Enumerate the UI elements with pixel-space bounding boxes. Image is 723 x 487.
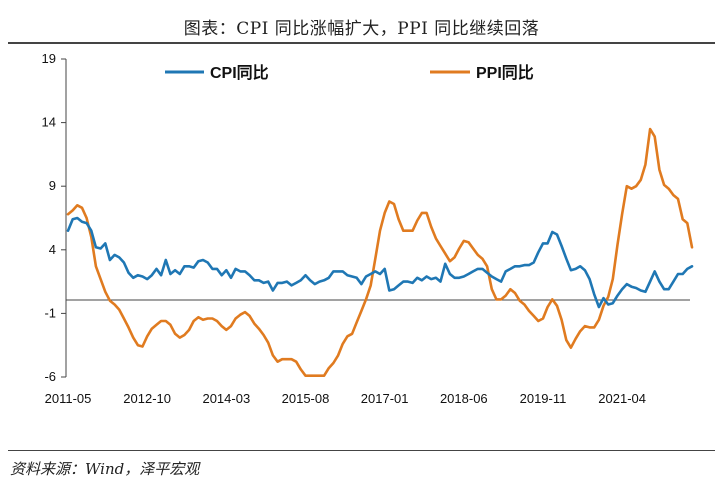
series-line-ppi: [66, 127, 694, 377]
y-tick-label: 9: [49, 178, 56, 193]
legend-label-ppi: PPI同比: [476, 64, 534, 82]
footer-divider: [8, 450, 715, 451]
x-tick-label: 2011-05: [45, 391, 92, 406]
y-tick-label: 14: [42, 115, 56, 130]
y-axis: -6 -1 4 9 14 19: [42, 51, 67, 384]
chart-title: 图表：CPI 同比涨幅扩大，PPI 同比继续回落: [183, 19, 540, 39]
x-tick-label: 2015-08: [282, 391, 330, 406]
legend-label-cpi: CPI同比: [210, 64, 269, 82]
x-tick-label: 2017-01: [361, 391, 409, 406]
x-axis: 2011-05 2012-10 2014-03 2015-08 2017-01 2018-…: [45, 299, 690, 406]
y-tick-label: 4: [49, 242, 56, 257]
x-tick-label: 2018-06: [440, 391, 488, 406]
source-note: 资料来源：Wind，泽平宏观: [10, 460, 200, 478]
x-tick-label: 2012-10: [123, 391, 171, 406]
y-tick-label: 19: [42, 51, 56, 66]
x-tick-label: 2014-03: [202, 391, 250, 406]
y-tick-label: -6: [44, 369, 56, 384]
series-line-cpi: [66, 216, 694, 309]
legend: CPI同比 PPI同比: [165, 64, 534, 82]
x-tick-label: 2021-04: [598, 391, 646, 406]
x-tick-label: 2019-11: [520, 391, 567, 406]
y-tick-label: -1: [44, 305, 56, 320]
series-layer: [66, 127, 694, 377]
title-divider: [8, 42, 715, 44]
